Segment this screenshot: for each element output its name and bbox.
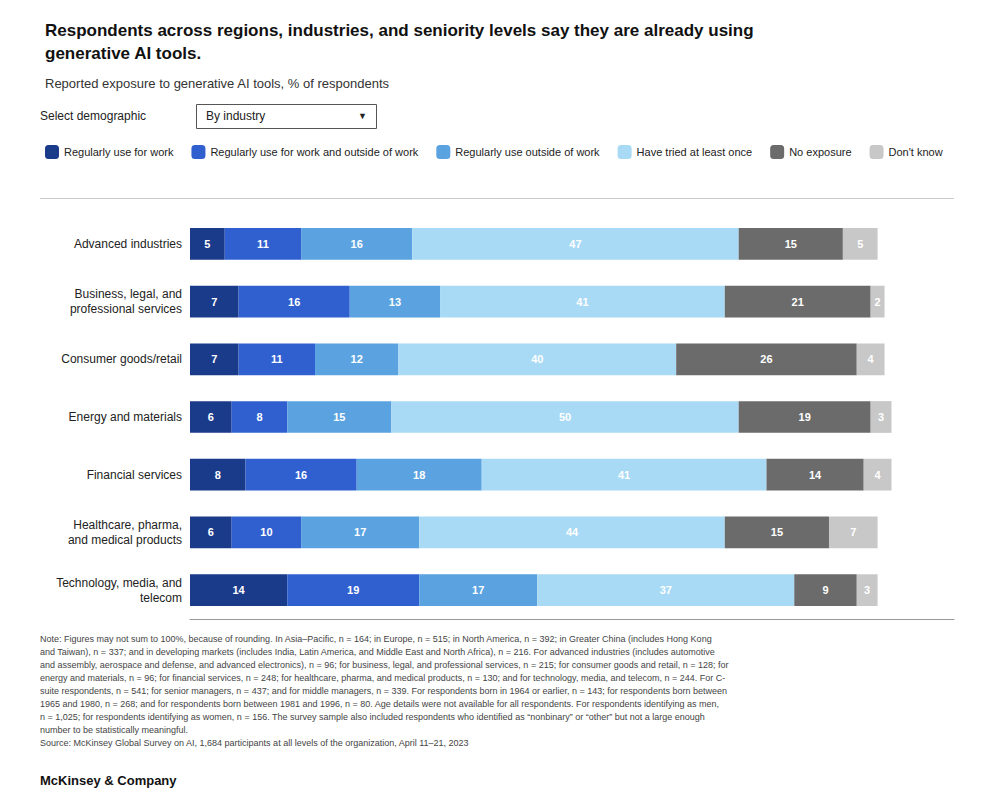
svg-text:Note: Figures may not sum to 1: Note: Figures may not sum to 100%, becau… [40,634,712,644]
svg-text:19: 19 [799,411,811,423]
svg-text:15: 15 [785,238,797,250]
svg-text:▼: ▼ [358,111,367,121]
svg-text:number to be statistically mea: number to be statistically meaningful. [40,725,188,735]
svg-text:Select demographic: Select demographic [40,109,146,123]
svg-text:McKinsey & Company: McKinsey & Company [40,773,177,788]
svg-text:14: 14 [809,469,822,481]
svg-text:Energy and materials: Energy and materials [69,410,182,424]
svg-text:26: 26 [760,353,772,365]
svg-text:47: 47 [569,238,581,250]
svg-text:10: 10 [260,526,272,538]
svg-text:12: 12 [351,353,363,365]
svg-text:1965 and 1980, n = 268; and fo: 1965 and 1980, n = 268; and for responde… [40,699,719,709]
svg-text:18: 18 [413,469,425,481]
svg-text:3: 3 [864,584,870,596]
svg-text:17: 17 [472,584,484,596]
svg-text:n = 1,025; for respondents ide: n = 1,025; for respondents identifying a… [40,712,705,722]
svg-text:6: 6 [208,526,214,538]
svg-text:2: 2 [875,296,881,308]
svg-text:4: 4 [868,353,875,365]
svg-text:professional services: professional services [70,302,182,316]
svg-text:9: 9 [822,584,828,596]
svg-text:7: 7 [211,296,217,308]
svg-text:Consumer goods/retail: Consumer goods/retail [61,352,182,366]
svg-text:41: 41 [576,296,588,308]
svg-text:44: 44 [566,526,579,538]
svg-text:3: 3 [878,411,884,423]
svg-text:4: 4 [875,469,882,481]
svg-text:16: 16 [295,469,307,481]
svg-text:and Taiwan), n = 337; and in d: and Taiwan), n = 337; and in developing … [40,647,715,657]
svg-text:41: 41 [618,469,630,481]
svg-text:Have tried at least once: Have tried at least once [637,146,753,158]
svg-text:15: 15 [771,526,783,538]
svg-text:Source: McKinsey Global Survey: Source: McKinsey Global Survey on AI, 1,… [40,738,469,748]
svg-text:Regularly use for work: Regularly use for work [64,146,174,158]
svg-text:By industry: By industry [206,109,265,123]
svg-text:Healthcare, pharma,: Healthcare, pharma, [73,518,182,532]
svg-text:17: 17 [354,526,366,538]
svg-text:and medical products: and medical products [68,533,182,547]
svg-text:16: 16 [351,238,363,250]
svg-text:8: 8 [256,411,262,423]
svg-text:Reported exposure to generativ: Reported exposure to generative AI tools… [45,76,389,91]
svg-text:40: 40 [531,353,543,365]
svg-text:7: 7 [211,353,217,365]
svg-text:21: 21 [792,296,804,308]
svg-text:15: 15 [333,411,345,423]
svg-text:16: 16 [288,296,300,308]
svg-text:37: 37 [660,584,672,596]
svg-text:14: 14 [232,584,245,596]
svg-text:11: 11 [271,353,283,365]
svg-text:suite respondents, n = 541; fo: suite respondents, n = 541; for senior m… [40,686,727,696]
svg-text:Business, legal, and: Business, legal, and [75,287,182,301]
svg-text:Regularly use for work and out: Regularly use for work and outside of wo… [210,146,418,158]
svg-text:Regularly use outside of work: Regularly use outside of work [455,146,600,158]
svg-text:generative AI tools.: generative AI tools. [45,44,201,63]
svg-text:telecom: telecom [140,591,182,605]
svg-text:7: 7 [850,526,856,538]
svg-text:13: 13 [389,296,401,308]
svg-text:50: 50 [559,411,571,423]
svg-text:Financial services: Financial services [87,468,182,482]
svg-text:19: 19 [347,584,359,596]
svg-text:Technology, media, and: Technology, media, and [56,576,182,590]
svg-text:8: 8 [215,469,221,481]
svg-text:energy and materials, n = 96;: energy and materials, n = 96; for financ… [40,673,725,683]
svg-text:5: 5 [204,238,210,250]
svg-text:5: 5 [857,238,863,250]
svg-text:Respondents across regions, in: Respondents across regions, industries, … [45,21,754,40]
svg-text:and assembly, aerospace and de: and assembly, aerospace and defense, and… [40,660,729,670]
svg-text:Don't know: Don't know [889,146,943,158]
svg-text:No exposure: No exposure [789,146,851,158]
svg-text:6: 6 [208,411,214,423]
svg-text:Advanced industries: Advanced industries [74,237,182,251]
svg-text:11: 11 [257,238,269,250]
